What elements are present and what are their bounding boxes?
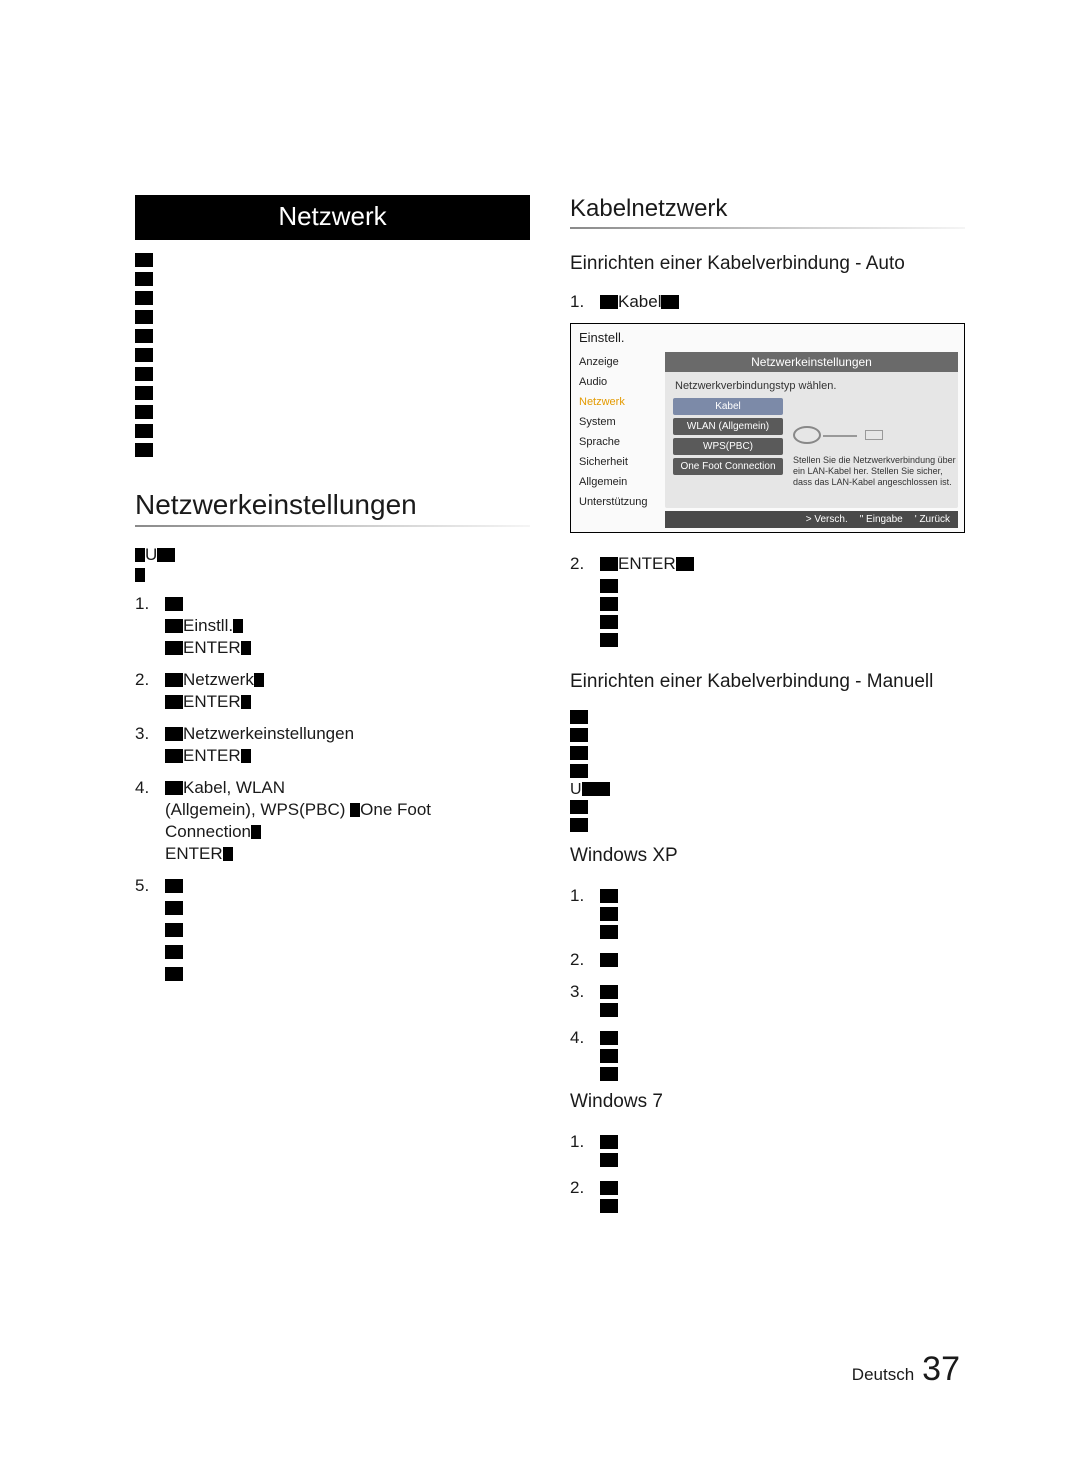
list-item: 1.Einstll.ENTER	[135, 593, 530, 659]
list-item: 5.	[135, 875, 530, 985]
list-item: 4.Kabel, WLAN(Allgemein), WPS(PBC) One F…	[135, 777, 530, 865]
ss-option-button[interactable]: Kabel	[673, 398, 783, 415]
manual-blurb: U	[570, 709, 965, 835]
subsection-title: Netzwerkeinstellungen	[135, 489, 530, 521]
ss-side-item[interactable]: Unterstützung	[577, 492, 663, 512]
page-number: Deutsch37	[852, 1350, 960, 1389]
ss-footer: > Versch." Eingabe' Zurück	[665, 511, 958, 528]
intro-blurb	[135, 250, 530, 459]
windows-xp-label: Windows XP	[570, 845, 965, 867]
ss-tab-header: Netzwerkeinstellungen	[665, 352, 958, 372]
list-item: 2.NetzwerkENTER	[135, 669, 530, 713]
ss-option-button[interactable]: WLAN (Allgemein)	[673, 418, 783, 435]
list-item: 3.NetzwerkeinstellungenENTER	[135, 723, 530, 767]
ss-option-button[interactable]: One Foot Connection	[673, 458, 783, 475]
section-tab-netzwerk: Netzwerk	[135, 195, 530, 240]
ss-side-item[interactable]: Netzwerk	[577, 392, 663, 412]
list-item: 1. Kabel	[570, 291, 965, 313]
divider	[135, 525, 530, 527]
ss-message: Netzwerkverbindungstyp wählen.	[665, 376, 958, 398]
ss-side-item[interactable]: System	[577, 412, 663, 432]
ss-description: Stellen Sie die Netzwerkverbindung über …	[793, 455, 956, 487]
sub-manual: Einrichten einer Kabelverbindung - Manue…	[570, 671, 965, 693]
ss-side-item[interactable]: Anzeige	[577, 352, 663, 372]
list-item: 2.	[570, 1177, 965, 1213]
right-heading: Kabelnetzwerk	[570, 195, 965, 223]
list-item: 2.	[570, 949, 965, 971]
list-item: 1.	[570, 1131, 965, 1167]
ss-side-item[interactable]: Allgemein	[577, 472, 663, 492]
ss-option-button[interactable]: WPS(PBC)	[673, 438, 783, 455]
ss-title: Einstell.	[579, 330, 625, 345]
settings-screenshot: Einstell. AnzeigeAudioNetzwerkSystemSpra…	[570, 323, 965, 533]
list-item: 4.	[570, 1027, 965, 1081]
ss-side-item[interactable]: Sicherheit	[577, 452, 663, 472]
list-item: 3.	[570, 981, 965, 1017]
ss-side-item[interactable]: Sprache	[577, 432, 663, 452]
list-item: 1.	[570, 885, 965, 939]
sub-auto: Einrichten einer Kabelverbindung - Auto	[570, 253, 965, 275]
intro-line: U	[135, 545, 530, 583]
windows-7-label: Windows 7	[570, 1091, 965, 1113]
cable-icon	[793, 426, 821, 444]
list-item: 2. ENTER	[570, 553, 965, 647]
ss-side-item[interactable]: Audio	[577, 372, 663, 392]
divider	[570, 227, 965, 229]
lan-jack-icon	[865, 430, 883, 440]
